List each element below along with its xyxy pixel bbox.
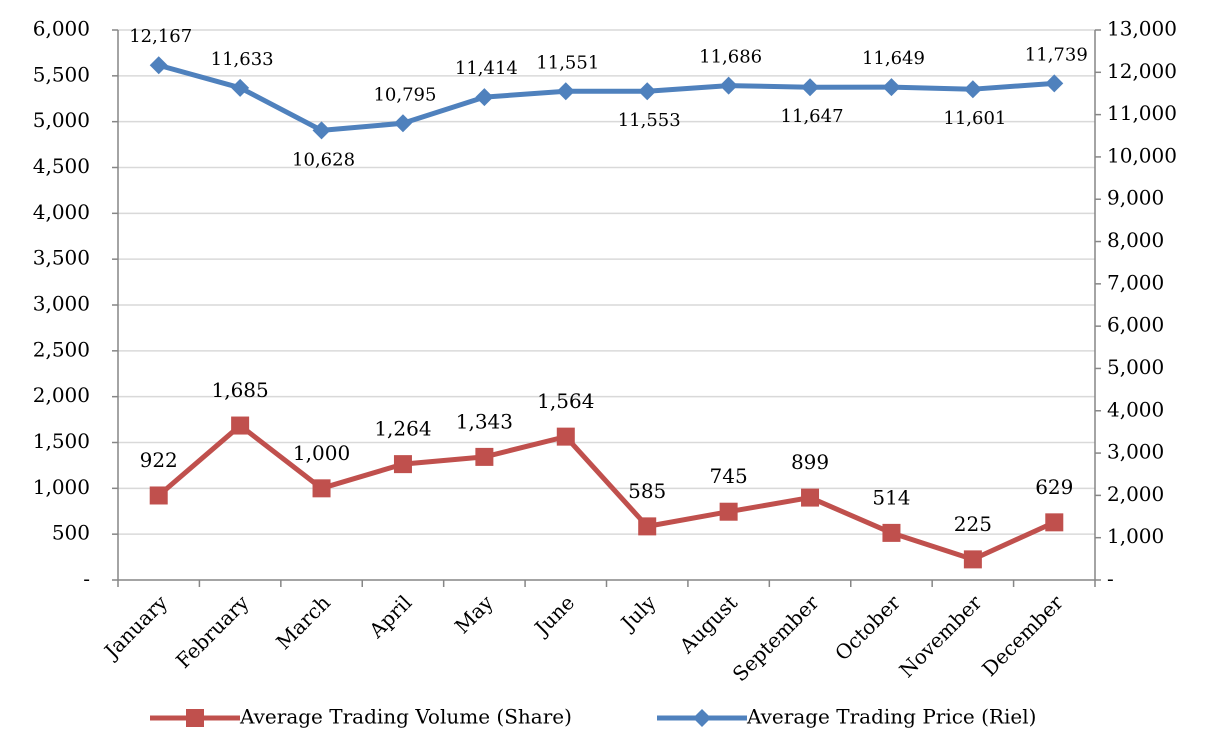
marker (882, 523, 901, 542)
data-label: 585 (628, 479, 666, 503)
data-label: 12,167 (129, 26, 192, 47)
x-tick-label: September (728, 590, 824, 686)
data-label: 745 (710, 464, 748, 488)
x-tick-label: July (615, 590, 661, 636)
data-label: 1,264 (374, 417, 431, 441)
y2-tick-label: 9,000 (1107, 186, 1164, 210)
data-label: 11,551 (536, 52, 599, 73)
data-label: 11,633 (211, 49, 274, 70)
y2-tick-label: 7,000 (1107, 270, 1164, 294)
data-label: 899 (791, 450, 829, 474)
data-label: 11,601 (943, 108, 1006, 129)
y2-tick-label: 5,000 (1107, 355, 1164, 379)
x-tick-label: May (450, 590, 498, 638)
marker (556, 427, 575, 446)
y-tick-label: 1,000 (33, 475, 90, 499)
y2-tick-label: 1,000 (1107, 524, 1164, 548)
marker (231, 416, 250, 435)
data-label: 225 (954, 512, 992, 536)
data-label: 922 (140, 448, 178, 472)
y-tick-label: 2,000 (33, 383, 90, 407)
y-tick-label: 6,000 (33, 17, 90, 41)
x-tick-label: April (364, 590, 417, 643)
y-tick-label: - (83, 567, 90, 591)
y-tick-label: 4,500 (33, 154, 90, 178)
x-tick-label: March (271, 590, 335, 654)
marker (312, 479, 331, 498)
marker (1045, 74, 1064, 93)
y-tick-label: 5,500 (33, 62, 90, 86)
x-tick-label: August (674, 590, 742, 658)
marker (638, 82, 657, 101)
y-tick-label: 1,500 (33, 429, 90, 453)
y-tick-label: 3,000 (33, 292, 90, 316)
marker (801, 78, 820, 97)
series-line (157, 423, 1056, 562)
y2-tick-label: 8,000 (1107, 228, 1164, 252)
y-tick-label: 500 (52, 521, 90, 545)
y2-tick-label: 6,000 (1107, 313, 1164, 337)
series-line (158, 62, 1055, 133)
x-tick-label: June (529, 590, 580, 641)
data-label: 11,647 (781, 106, 844, 127)
y2-tick-label: 2,000 (1107, 482, 1164, 506)
data-label: 629 (1035, 475, 1073, 499)
y2-tick-label: 11,000 (1107, 101, 1177, 125)
marker (312, 121, 331, 140)
y2-tick-label: 12,000 (1107, 59, 1177, 83)
legend-marker (186, 709, 204, 727)
y2-tick-label: 4,000 (1107, 397, 1164, 421)
data-label: 11,739 (1025, 44, 1088, 65)
x-tick-label: November (894, 590, 986, 682)
data-label: 11,553 (618, 110, 681, 131)
data-label: 1,343 (456, 409, 513, 433)
y-tick-label: 5,000 (33, 108, 90, 132)
y2-tick-label: 10,000 (1107, 143, 1177, 167)
x-tick-label: December (977, 590, 1068, 681)
legend-label: Average Trading Volume (Share) (239, 705, 572, 729)
marker (801, 488, 820, 507)
data-label: 10,628 (292, 149, 355, 170)
marker (149, 486, 168, 505)
marker (719, 502, 738, 521)
marker (1045, 513, 1064, 532)
marker (475, 447, 494, 466)
data-label: 1,000 (293, 441, 350, 465)
marker (719, 76, 738, 95)
data-label: 11,686 (699, 47, 762, 68)
y2-tick-label: 13,000 (1107, 17, 1177, 41)
y-tick-label: 3,500 (33, 246, 90, 270)
y-tick-label: 4,000 (33, 200, 90, 224)
legend-label: Average Trading Price (Riel) (746, 705, 1036, 729)
x-tick-label: January (98, 590, 172, 664)
marker (475, 88, 494, 107)
marker (393, 114, 412, 133)
y2-tick-label: 3,000 (1107, 440, 1164, 464)
marker (393, 455, 412, 474)
data-label: 10,795 (373, 84, 436, 105)
legend-marker (693, 709, 711, 727)
marker (231, 78, 250, 97)
x-tick-label: October (830, 590, 905, 665)
marker (556, 82, 575, 101)
data-label: 514 (872, 485, 910, 509)
marker (882, 78, 901, 97)
x-tick-label: February (171, 590, 254, 673)
y-tick-label: 2,500 (33, 337, 90, 361)
y2-tick-label: - (1107, 567, 1114, 591)
marker (638, 517, 657, 536)
data-label: 1,564 (537, 389, 594, 413)
data-label: 11,414 (455, 58, 518, 79)
marker (963, 80, 982, 99)
data-label: 11,649 (862, 48, 925, 69)
marker (149, 56, 168, 75)
marker (963, 550, 982, 569)
data-label: 1,685 (211, 378, 268, 402)
